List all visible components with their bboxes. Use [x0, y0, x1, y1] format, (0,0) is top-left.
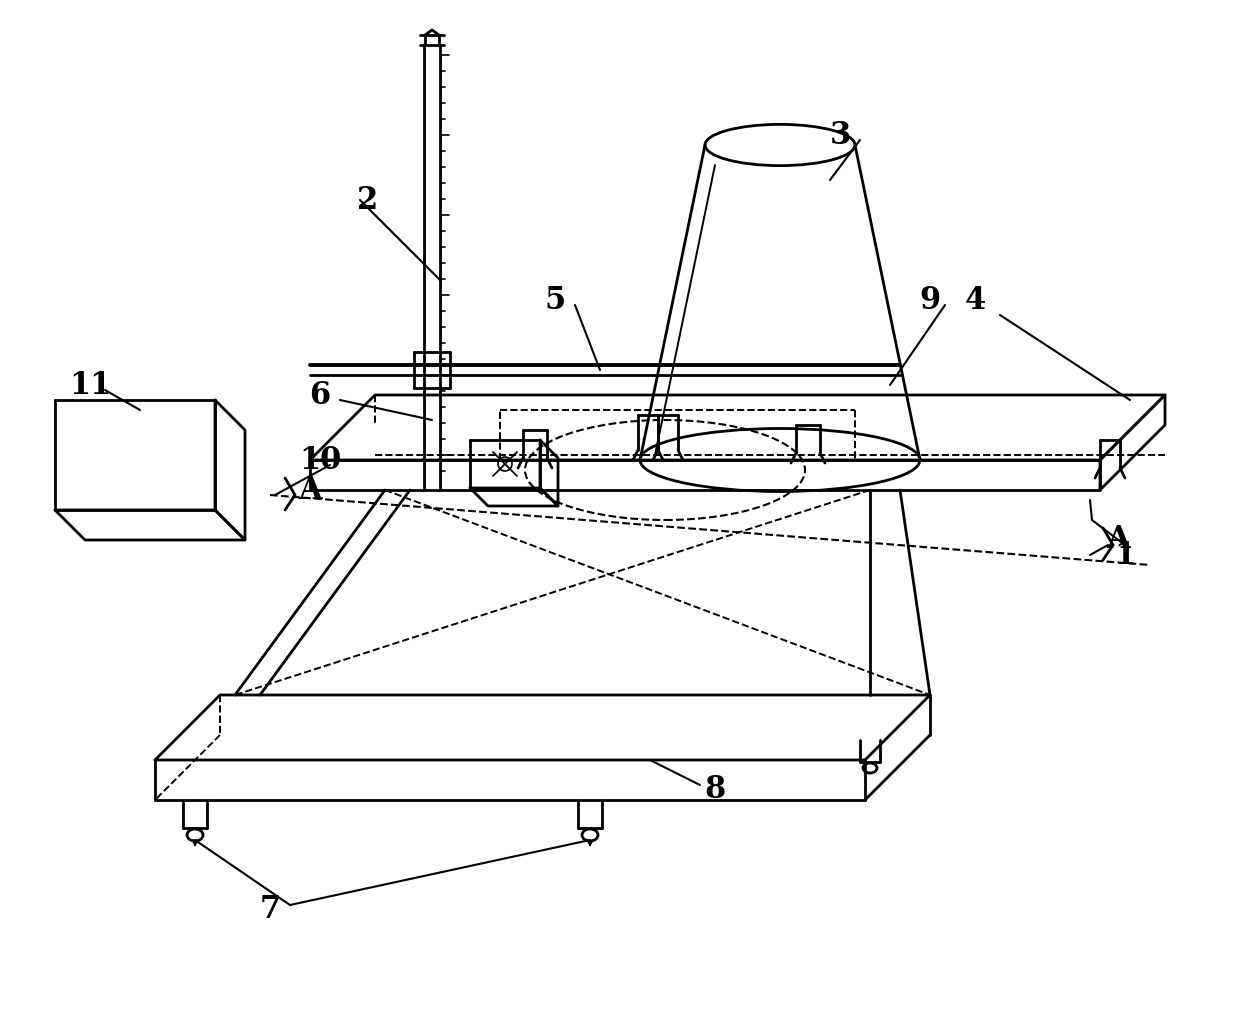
Text: 10: 10 — [299, 445, 341, 475]
Text: 7: 7 — [259, 895, 280, 925]
Text: 4: 4 — [965, 284, 986, 316]
Text: 5: 5 — [544, 284, 565, 316]
Text: A: A — [1106, 524, 1130, 556]
Text: 1: 1 — [1115, 540, 1136, 570]
Text: 6: 6 — [310, 380, 331, 410]
Text: 11: 11 — [69, 370, 112, 400]
Text: 8: 8 — [704, 775, 725, 805]
Text: 3: 3 — [830, 119, 851, 151]
Text: 2: 2 — [357, 184, 378, 216]
Text: 9: 9 — [919, 284, 941, 316]
Text: A: A — [298, 474, 322, 506]
